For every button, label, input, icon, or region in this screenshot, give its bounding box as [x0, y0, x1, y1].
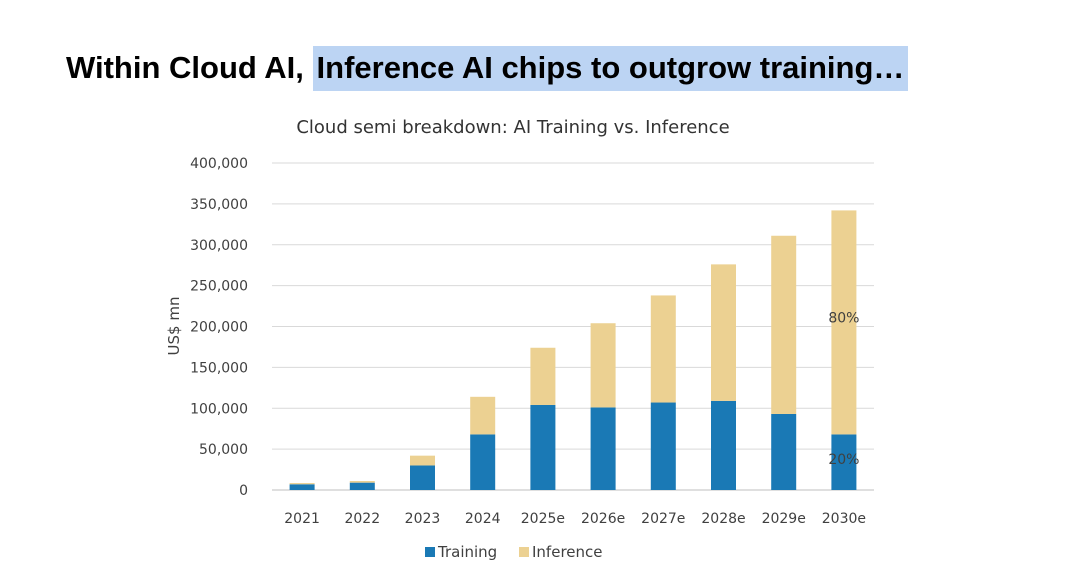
legend-label-inference: Inference — [532, 543, 603, 561]
y-tick-label: 250,000 — [190, 279, 248, 295]
y-tick-label: 400,000 — [190, 156, 248, 172]
y-tick-label: 50,000 — [199, 442, 248, 458]
x-tick-label: 2022 — [344, 511, 380, 527]
chart-title: Cloud semi breakdown: AI Training vs. In… — [296, 117, 729, 138]
x-tick-label: 2026e — [581, 511, 625, 527]
x-tick-label: 2028e — [701, 511, 745, 527]
bar-inference-2022 — [349, 481, 375, 483]
bar-training-2025e — [530, 404, 556, 490]
bar-inference-2025e — [530, 347, 556, 405]
bars — [289, 210, 857, 490]
bar-inference-2024 — [470, 396, 496, 435]
bar-inference-2030e — [831, 210, 857, 435]
y-tick-label: 350,000 — [190, 197, 248, 213]
bar-training-2023 — [410, 465, 435, 490]
x-tick-label: 2027e — [641, 511, 685, 527]
y-tick-label: 200,000 — [190, 320, 248, 336]
slide-headline: Within Cloud AI, Inference AI chips to o… — [66, 46, 909, 91]
bar-training-2022 — [349, 482, 375, 490]
bar-inference-2026e — [590, 323, 616, 408]
y-tick-label: 0 — [239, 483, 248, 499]
annotation-label: 80% — [828, 310, 859, 326]
bar-training-2029e — [771, 413, 797, 490]
legend-label-training: Training — [437, 543, 497, 561]
bar-training-2027e — [650, 402, 676, 490]
annotation-label: 20% — [828, 452, 859, 468]
bar-training-2026e — [590, 407, 616, 490]
x-tick-label: 2025e — [521, 511, 565, 527]
y-tick-label: 150,000 — [190, 360, 248, 376]
bar-inference-2028e — [711, 264, 736, 401]
bar-inference-2023 — [410, 455, 435, 466]
headline-plain: Within Cloud AI, — [66, 50, 313, 85]
bar-training-2028e — [711, 400, 736, 490]
x-tick-label: 2029e — [762, 511, 806, 527]
annotations: 80% 20% — [828, 310, 859, 467]
bar-inference-2021 — [289, 483, 315, 485]
bar-inference-2027e — [650, 295, 676, 403]
bar-training-2030e — [831, 434, 857, 490]
legend-swatch-inference — [519, 547, 529, 557]
headline-highlighted: Inference AI chips to outgrow training… — [312, 46, 909, 91]
bar-inference-2029e — [771, 235, 797, 414]
x-tick-label: 2024 — [465, 511, 501, 527]
legend: Training Inference — [425, 543, 603, 561]
y-axis-label: US$ mn — [165, 297, 183, 356]
y-tick-label: 100,000 — [190, 401, 248, 417]
x-tick-labels: 2021 2022 2023 2024 2025e 2026e 2027e 2028e 2029… — [284, 511, 866, 527]
y-tick-labels: 0 50,000 100,000 150,000 200,000 250,000 300,0… — [190, 156, 248, 499]
legend-swatch-training — [425, 547, 435, 557]
x-tick-label: 2030e — [822, 511, 866, 527]
y-tick-label: 300,000 — [190, 238, 248, 254]
bar-training-2024 — [470, 434, 496, 490]
x-tick-label: 2021 — [284, 511, 320, 527]
x-tick-label: 2023 — [405, 511, 441, 527]
bar-training-2021 — [289, 484, 315, 490]
